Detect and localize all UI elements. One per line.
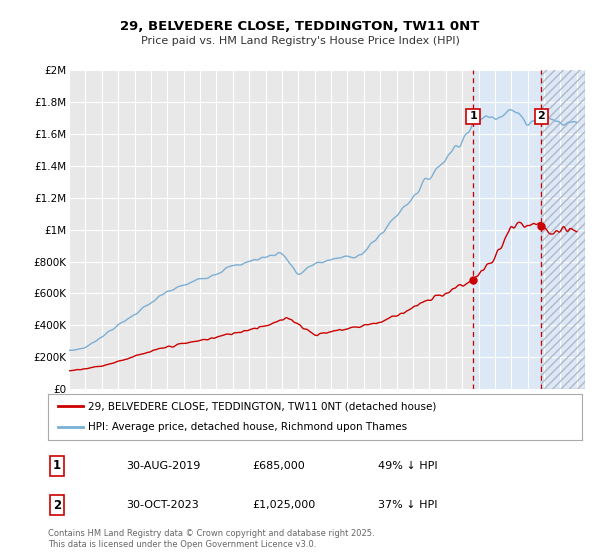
Bar [541,70,585,389]
Text: Contains HM Land Registry data © Crown copyright and database right 2025.
This d: Contains HM Land Registry data © Crown c… [48,529,374,549]
Text: Price paid vs. HM Land Registry's House Price Index (HPI): Price paid vs. HM Land Registry's House … [140,36,460,46]
Text: 49% ↓ HPI: 49% ↓ HPI [378,461,437,471]
Text: £685,000: £685,000 [252,461,305,471]
Bar [473,70,541,389]
Text: 30-OCT-2023: 30-OCT-2023 [126,500,199,510]
Text: 1: 1 [469,111,477,122]
Text: 30-AUG-2019: 30-AUG-2019 [126,461,200,471]
Text: 29, BELVEDERE CLOSE, TEDDINGTON, TW11 0NT (detached house): 29, BELVEDERE CLOSE, TEDDINGTON, TW11 0N… [88,401,436,411]
Text: 37% ↓ HPI: 37% ↓ HPI [378,500,437,510]
Bar [541,70,585,389]
Text: £1,025,000: £1,025,000 [252,500,315,510]
Text: 2: 2 [538,111,545,122]
Text: 2: 2 [53,498,61,512]
Text: 29, BELVEDERE CLOSE, TEDDINGTON, TW11 0NT: 29, BELVEDERE CLOSE, TEDDINGTON, TW11 0N… [121,20,479,32]
Text: HPI: Average price, detached house, Richmond upon Thames: HPI: Average price, detached house, Rich… [88,422,407,432]
Text: 1: 1 [53,459,61,473]
